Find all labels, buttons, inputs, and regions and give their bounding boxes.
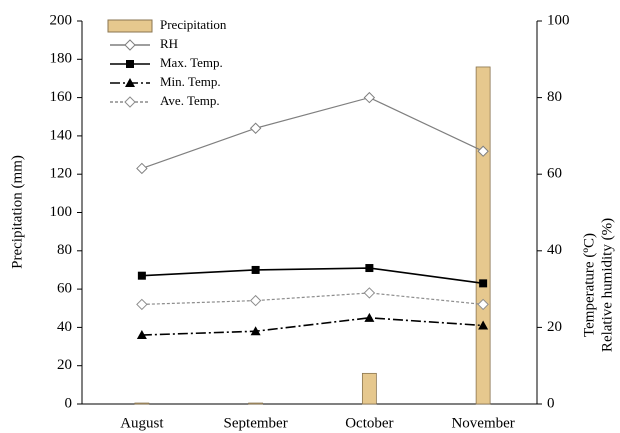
x-tick-label: November — [451, 415, 514, 431]
y-tick-label: 20 — [57, 357, 72, 373]
bar — [134, 402, 150, 405]
line — [141, 96, 484, 170]
y-tick-label: 80 — [57, 242, 72, 258]
point — [364, 312, 375, 322]
legend-swatch — [107, 19, 153, 33]
y-tick-label: 60 — [57, 281, 72, 297]
y2-axis-title: Relative humidity (%) — [599, 218, 615, 352]
point — [363, 91, 376, 104]
y2-tick-label: 100 — [547, 12, 570, 28]
point — [136, 298, 148, 311]
legend-marker — [126, 60, 134, 68]
legend-marker — [125, 78, 135, 87]
point — [479, 279, 488, 288]
y-tick-label: 40 — [57, 319, 72, 335]
y2-tick-label: 40 — [547, 242, 562, 258]
bar — [361, 372, 377, 405]
point — [365, 264, 374, 273]
y2-tick-label: 60 — [547, 166, 562, 182]
y2-tick-label: 80 — [547, 89, 562, 105]
y-axis-title: Precipitation (mm) — [9, 155, 25, 269]
point — [478, 320, 489, 330]
y-tick-label: 140 — [50, 127, 73, 143]
bar — [248, 402, 264, 405]
y-tick-label: 180 — [50, 51, 73, 67]
point — [136, 162, 148, 175]
line — [141, 267, 484, 285]
point — [477, 145, 489, 157]
x-tick-label: September — [224, 415, 288, 431]
point — [251, 265, 260, 274]
legend-label: Precipitation — [160, 17, 227, 32]
y-tick-label: 120 — [50, 166, 73, 182]
point — [249, 122, 262, 134]
legend-label: RH — [160, 36, 178, 51]
point — [477, 298, 489, 311]
point — [136, 330, 147, 340]
legend-marker — [124, 96, 136, 108]
legend-label: Ave. Temp. — [160, 93, 220, 108]
point — [137, 271, 146, 280]
y-tick-label: 0 — [65, 395, 73, 411]
y-tick-label: 100 — [50, 204, 73, 220]
x-tick-label: October — [345, 415, 393, 431]
point — [250, 326, 261, 336]
legend-label: Min. Temp. — [160, 74, 221, 89]
legend-marker — [124, 39, 136, 51]
point — [249, 294, 262, 307]
bar — [475, 66, 491, 405]
y2-axis-title: Temperature (ºC) — [581, 233, 597, 337]
x-tick-label: August — [120, 415, 164, 431]
point — [363, 287, 376, 299]
line — [141, 292, 484, 306]
legend-label: Max. Temp. — [160, 55, 223, 70]
line — [141, 317, 484, 336]
y2-tick-label: 0 — [547, 395, 555, 411]
y-tick-label: 200 — [50, 12, 73, 28]
y2-tick-label: 20 — [547, 319, 562, 335]
y-tick-label: 160 — [50, 89, 73, 105]
